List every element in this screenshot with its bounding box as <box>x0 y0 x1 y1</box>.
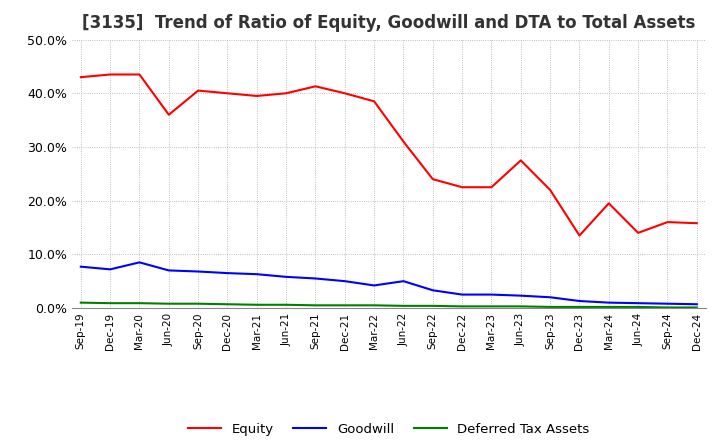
Goodwill <box>76 264 85 269</box>
Deferred Tax Assets <box>458 304 467 309</box>
Goodwill <box>634 301 642 306</box>
Deferred Tax Assets <box>634 304 642 310</box>
Equity <box>135 72 144 77</box>
Deferred Tax Assets <box>487 304 496 309</box>
Goodwill <box>516 293 525 298</box>
Deferred Tax Assets <box>575 304 584 310</box>
Goodwill <box>458 292 467 297</box>
Deferred Tax Assets <box>106 301 114 306</box>
Goodwill <box>370 283 379 288</box>
Deferred Tax Assets <box>370 303 379 308</box>
Deferred Tax Assets <box>693 305 701 310</box>
Equity <box>663 220 672 225</box>
Goodwill <box>663 301 672 306</box>
Equity <box>693 220 701 226</box>
Goodwill <box>575 298 584 304</box>
Equity <box>253 93 261 99</box>
Equity <box>106 72 114 77</box>
Deferred Tax Assets <box>282 302 290 308</box>
Goodwill <box>164 268 173 273</box>
Goodwill <box>546 295 554 300</box>
Line: Deferred Tax Assets: Deferred Tax Assets <box>81 303 697 308</box>
Goodwill <box>194 269 202 274</box>
Equity <box>164 112 173 117</box>
Legend: Equity, Goodwill, Deferred Tax Assets: Equity, Goodwill, Deferred Tax Assets <box>183 418 595 440</box>
Deferred Tax Assets <box>194 301 202 306</box>
Equity <box>194 88 202 93</box>
Equity <box>76 74 85 80</box>
Equity <box>458 185 467 190</box>
Goodwill <box>341 279 349 284</box>
Goodwill <box>253 271 261 277</box>
Goodwill <box>399 279 408 284</box>
Equity <box>516 158 525 163</box>
Deferred Tax Assets <box>341 303 349 308</box>
Title: [3135]  Trend of Ratio of Equity, Goodwill and DTA to Total Assets: [3135] Trend of Ratio of Equity, Goodwil… <box>82 15 696 33</box>
Equity <box>311 84 320 89</box>
Deferred Tax Assets <box>546 304 554 310</box>
Deferred Tax Assets <box>253 302 261 308</box>
Equity <box>399 139 408 144</box>
Deferred Tax Assets <box>311 303 320 308</box>
Equity <box>634 230 642 235</box>
Line: Equity: Equity <box>81 74 697 235</box>
Equity <box>605 201 613 206</box>
Deferred Tax Assets <box>164 301 173 306</box>
Goodwill <box>282 274 290 279</box>
Goodwill <box>106 267 114 272</box>
Deferred Tax Assets <box>223 301 232 307</box>
Deferred Tax Assets <box>135 301 144 306</box>
Equity <box>341 91 349 96</box>
Equity <box>370 99 379 104</box>
Goodwill <box>135 260 144 265</box>
Equity <box>546 187 554 193</box>
Goodwill <box>428 288 437 293</box>
Equity <box>223 91 232 96</box>
Equity <box>282 91 290 96</box>
Line: Goodwill: Goodwill <box>81 262 697 304</box>
Deferred Tax Assets <box>428 303 437 308</box>
Goodwill <box>487 292 496 297</box>
Deferred Tax Assets <box>399 303 408 308</box>
Goodwill <box>311 276 320 281</box>
Equity <box>487 185 496 190</box>
Goodwill <box>605 300 613 305</box>
Equity <box>428 176 437 182</box>
Deferred Tax Assets <box>663 305 672 310</box>
Deferred Tax Assets <box>605 304 613 310</box>
Deferred Tax Assets <box>76 300 85 305</box>
Goodwill <box>693 301 701 307</box>
Equity <box>575 233 584 238</box>
Deferred Tax Assets <box>516 304 525 309</box>
Goodwill <box>223 271 232 276</box>
